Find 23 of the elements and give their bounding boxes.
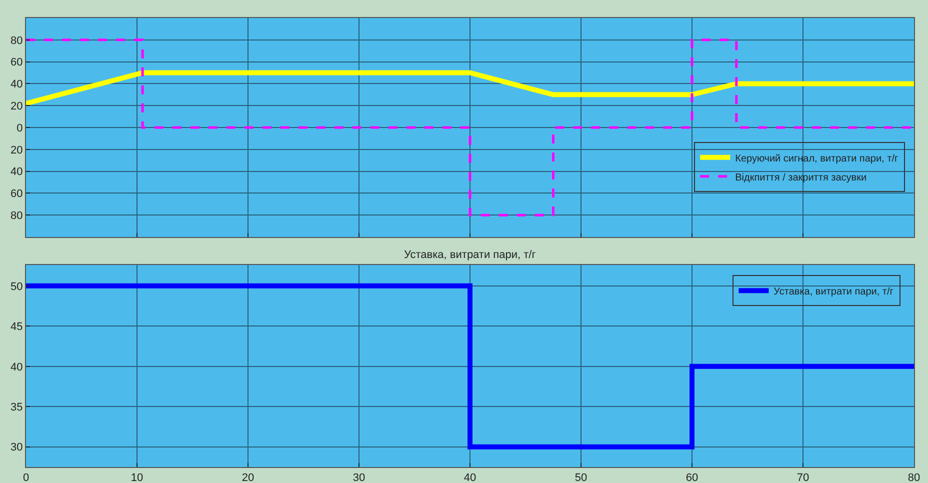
- y-tick-label: 60: [10, 56, 23, 69]
- y-tick-label: 20: [10, 144, 23, 156]
- y-tick-label: 45: [10, 321, 23, 334]
- y-tick-label: 35: [10, 401, 23, 414]
- y-tick-label: 80: [10, 210, 23, 222]
- x-tick-label: 10: [130, 472, 144, 483]
- x-tick-label: 30: [352, 472, 366, 483]
- y-tick-label: 40: [10, 361, 23, 374]
- x-tick-label: 40: [464, 472, 476, 483]
- x-tick-label: 20: [242, 472, 254, 483]
- y-tick-label: 80: [10, 34, 23, 47]
- x-tick-label: 60: [686, 472, 698, 483]
- y-tick-label: 50: [10, 280, 23, 293]
- x-tick-label: 80: [908, 472, 920, 483]
- y-tick-label: 60: [10, 188, 23, 200]
- y-tick-label: 20: [10, 100, 23, 112]
- y-tick-label: 40: [10, 166, 23, 178]
- x-tick-label: 50: [574, 472, 588, 483]
- y-tick-label: 30: [10, 442, 23, 454]
- y-tick-label: 40: [10, 78, 23, 91]
- x-tick-label: 70: [796, 472, 810, 483]
- chart-title: Уставка, витрати пари, т/г: [404, 249, 536, 261]
- y-tick-label: 0: [16, 122, 23, 134]
